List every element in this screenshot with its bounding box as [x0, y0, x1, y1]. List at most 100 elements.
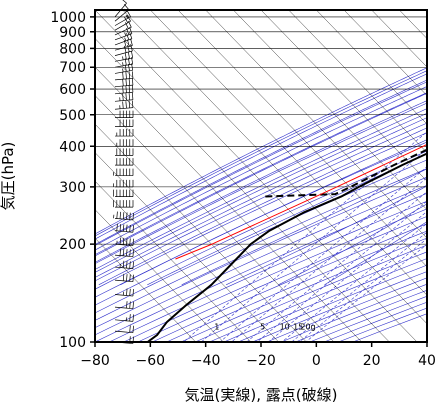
- moist-adiabat-line: [98, 127, 427, 286]
- wind-barb: [113, 200, 134, 208]
- wind-barb: [114, 260, 134, 269]
- wind-barbs: [113, 0, 134, 344]
- wind-barb: [114, 51, 134, 62]
- isotherm-line: [122, 10, 427, 325]
- wind-barb: [113, 179, 134, 188]
- isotherm-line: [260, 10, 427, 182]
- dry-adiabat-line: [266, 277, 427, 342]
- wind-barb: [114, 288, 134, 297]
- isotherm-line: [426, 10, 427, 11]
- y-tick-label: 100: [59, 335, 86, 351]
- dry-adiabat-line: [95, 168, 427, 321]
- wind-barb: [114, 14, 131, 31]
- dry-adiabat-line: [152, 223, 427, 342]
- y-tick-label: 900: [59, 25, 86, 41]
- isotherm-line: [316, 10, 427, 125]
- mixing-ratio-label: 15: [293, 323, 303, 332]
- wind-barb: [114, 248, 134, 258]
- mixing-ratio-label: 5: [260, 323, 265, 332]
- x-tick-label: 20: [363, 353, 381, 369]
- mixing-ratio-line: [268, 211, 427, 342]
- y-tick-label: 800: [59, 41, 86, 57]
- series-layer: [147, 143, 427, 342]
- isotherm-line: [150, 10, 427, 296]
- mixing-ratio-line: [201, 148, 427, 342]
- dry-adiabat-line: [180, 237, 427, 342]
- isotherm-line: [205, 10, 427, 239]
- grid: [95, 10, 427, 343]
- y-tick-label: 500: [59, 108, 86, 124]
- mixing-ratio-label: 20g: [300, 323, 315, 332]
- wind-barb: [115, 148, 134, 156]
- wind-barb: [114, 273, 134, 283]
- wind-barb: [114, 301, 134, 310]
- isotherm-line: [95, 123, 307, 342]
- isotherm-line: [288, 10, 427, 153]
- dry-adiabat-line: [95, 159, 427, 314]
- dry-adiabat-line: [95, 112, 427, 273]
- wind-barb: [115, 119, 134, 127]
- moist-adiabat-line: [120, 139, 427, 286]
- wind-barb: [114, 44, 133, 56]
- isotherm-line: [343, 10, 427, 96]
- wind-barb: [114, 0, 127, 18]
- plot-frame: [94, 9, 428, 343]
- x-axis: −80 −60 −40 −20 0 20 40: [80, 342, 436, 369]
- dry-adiabat-line: [95, 184, 427, 336]
- dry-adiabat-line: [95, 150, 427, 306]
- wind-barb: [114, 57, 134, 68]
- wind-barb: [113, 189, 134, 197]
- mixing-ratio-label: 10: [280, 323, 290, 332]
- mixing-ratio-label: 1: [214, 323, 219, 332]
- isotherm-line: [95, 66, 362, 342]
- wind-barb: [114, 10, 131, 26]
- isotherm-line: [95, 237, 196, 342]
- x-tick-label: 40: [418, 353, 436, 369]
- dry-adiabat-line: [95, 102, 427, 265]
- y-tick-label: 400: [59, 139, 86, 155]
- wind-barb: [114, 20, 132, 36]
- x-tick-label: 0: [312, 353, 321, 369]
- isotherm-line: [95, 10, 418, 342]
- series-line-2: [263, 148, 427, 198]
- x-tick-label: −40: [191, 353, 221, 369]
- x-tick-label: −60: [136, 353, 166, 369]
- dry-adiabat-line: [109, 200, 427, 342]
- dry-adiabat-line: [95, 132, 427, 290]
- dry-adiabat-line: [95, 70, 427, 237]
- wind-barb: [114, 78, 134, 88]
- y-axis-title: 気圧(hPa): [0, 142, 17, 211]
- isotherm-line: [177, 10, 427, 267]
- wind-barb: [114, 100, 134, 110]
- isotherm-line: [371, 10, 427, 68]
- x-axis-title: 気温(実線), 露点(破線): [185, 386, 338, 404]
- isotherm-line: [233, 10, 427, 210]
- mixing-ratio-line: [231, 177, 427, 342]
- mixing-ratio-line: [183, 131, 427, 342]
- wind-barb: [114, 38, 133, 51]
- wind-barb: [114, 63, 134, 74]
- moist-adiabat-line: [95, 117, 427, 278]
- wind-barb: [114, 314, 134, 322]
- wind-barb: [114, 85, 134, 95]
- isotherm-line: [95, 209, 224, 342]
- mixing-ratio-line: [256, 200, 427, 342]
- dry-adiabat-line: [137, 216, 427, 342]
- y-tick-label: 1000: [50, 10, 86, 26]
- isotherm-line: [95, 152, 279, 342]
- series-line-3: [175, 143, 427, 260]
- mixing-ratio-line: [246, 191, 427, 342]
- mixing-ratio-line: [219, 166, 427, 342]
- y-tick-label: 600: [59, 82, 86, 98]
- mixing-ratio-line: [305, 243, 427, 342]
- wind-barb: [114, 32, 133, 46]
- isotherm-line: [95, 180, 252, 342]
- wind-barb: [114, 26, 133, 41]
- moist-adiabat-line: [324, 221, 427, 286]
- wind-barb: [115, 139, 134, 147]
- dry-adiabat-line: [95, 122, 427, 282]
- series-line-1: [147, 152, 427, 342]
